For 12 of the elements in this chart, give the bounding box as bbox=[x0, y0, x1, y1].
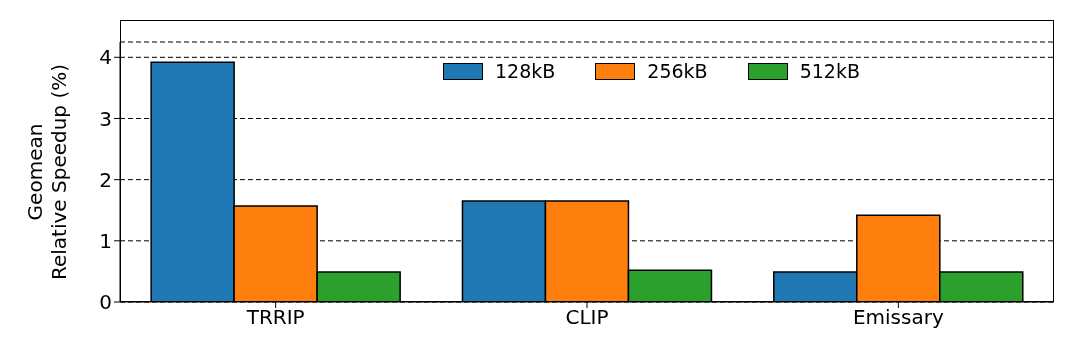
x-tick-label: Emissary bbox=[852, 305, 944, 330]
y-tick-label: 0 bbox=[99, 290, 112, 315]
y-tick-label: 1 bbox=[99, 228, 112, 253]
x-tick-label: CLIP bbox=[565, 305, 609, 330]
y-tick-label: 4 bbox=[99, 45, 112, 70]
y-tick-label: 2 bbox=[99, 167, 112, 192]
legend-label: 512kB bbox=[799, 60, 860, 82]
legend-label: 128kB bbox=[495, 60, 556, 82]
x-tick-label: TRRIP bbox=[245, 305, 305, 330]
legend-label: 256kB bbox=[647, 60, 708, 82]
y-axis-title: Geomean Relative Speedup (%) bbox=[23, 63, 71, 281]
y-tick-label: 3 bbox=[99, 106, 112, 131]
